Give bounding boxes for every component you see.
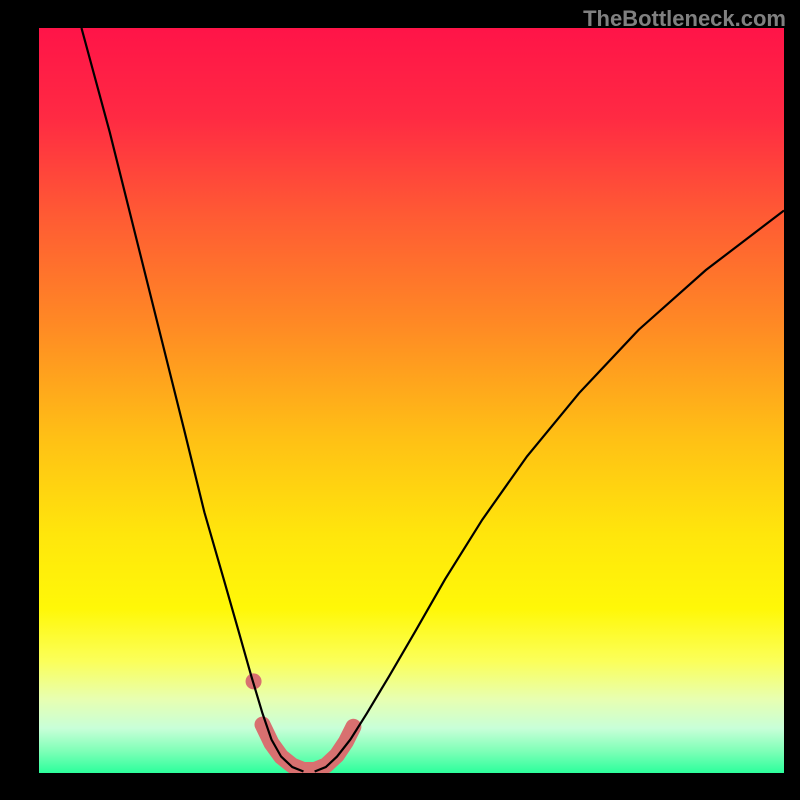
chart-curves: [39, 28, 784, 773]
plot-area: [39, 28, 784, 773]
watermark-text: TheBottleneck.com: [583, 6, 786, 32]
curve-left-branch: [81, 28, 303, 772]
curve-right-branch: [315, 211, 784, 772]
